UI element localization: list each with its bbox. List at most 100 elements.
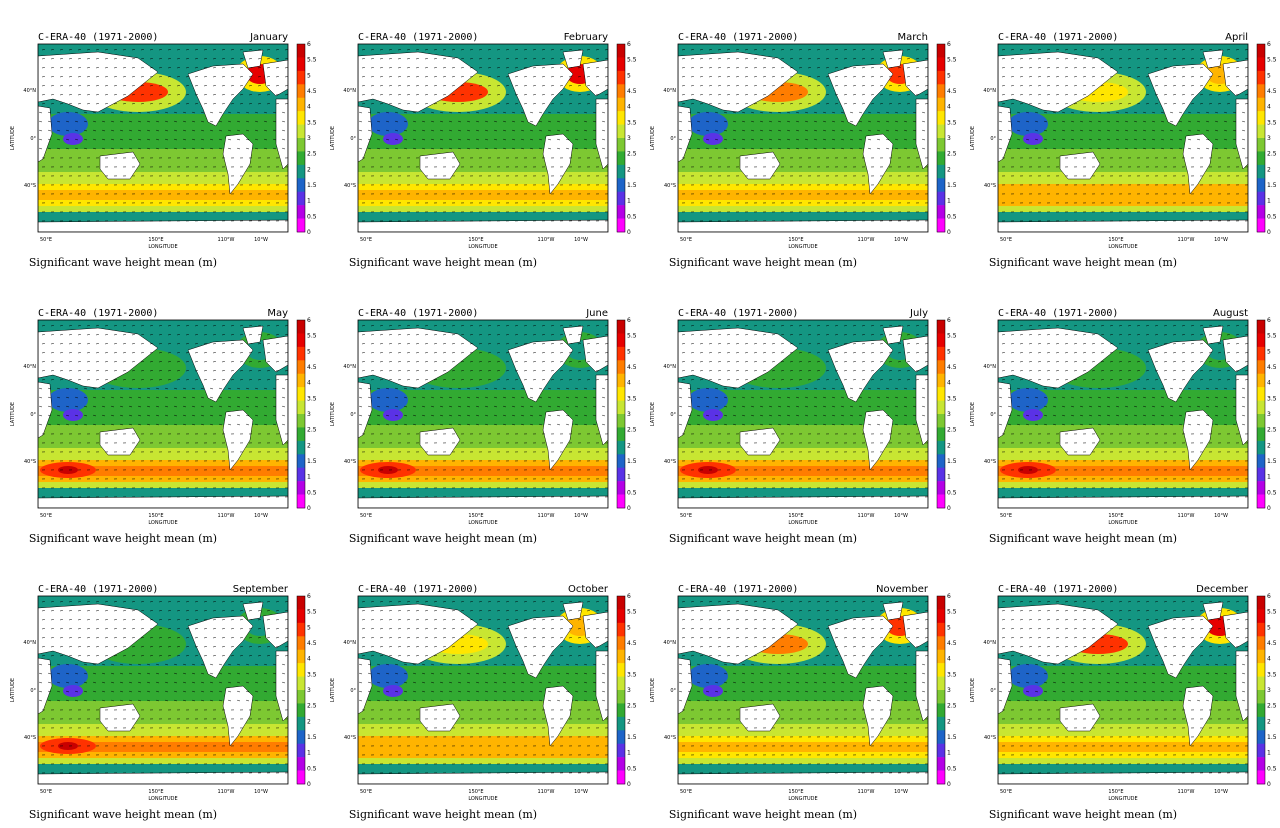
panel-caption: Significant wave height mean (m)	[29, 808, 217, 821]
lat-tick-label: 40°N	[23, 364, 36, 370]
colorbar-swatch	[1257, 703, 1265, 718]
colorbar-swatch	[617, 400, 625, 415]
dataset-label: C-ERA-40 (1971-2000)	[998, 584, 1118, 595]
colorbar-label: 2.5	[1267, 151, 1277, 158]
colorbar-swatch	[1257, 440, 1265, 455]
colorbar-label: 1.5	[947, 458, 957, 465]
lon-tick-label: 110°W	[218, 237, 235, 243]
colorbar-swatch	[937, 44, 945, 58]
colorbar-swatch	[617, 414, 625, 428]
colorbar-label: 2	[307, 442, 311, 449]
colorbar-label: 3.5	[1267, 395, 1277, 402]
lon-tick-label: 110°W	[858, 513, 875, 519]
lat-tick-label: 40°N	[663, 88, 676, 94]
colorbar-label: 6	[1267, 593, 1271, 600]
colorbar-label: 0.5	[627, 489, 637, 496]
lon-tick-label: 10°W	[894, 513, 908, 519]
colorbar-label: 0.5	[1267, 213, 1277, 220]
colorbar-swatch	[617, 622, 625, 637]
colorbar-swatch	[297, 649, 305, 664]
lat-tick-label: 40°S	[984, 735, 996, 741]
lon-tick-label: 50°E	[360, 513, 372, 519]
lon-tick-label: 50°E	[40, 789, 52, 795]
colorbar-swatch	[937, 333, 945, 348]
colorbar-label: 0	[307, 781, 311, 788]
colorbar-swatch	[617, 663, 625, 677]
colorbar: 6 5.5 5 4.5 4 3.5 3 2.5 2 1.5 1 0.5 0	[936, 41, 957, 236]
colorbar-label: 5.5	[627, 609, 637, 616]
colorbar-swatch	[937, 164, 945, 179]
lat-tick-label: 0°	[350, 412, 356, 418]
colorbar-label: 4.5	[627, 88, 637, 95]
colorbar-swatch	[1257, 191, 1265, 206]
colorbar-swatch	[297, 346, 305, 361]
lon-tick-label: 110°W	[538, 789, 555, 795]
month-label: July	[909, 308, 928, 319]
colorbar-swatch	[297, 636, 305, 651]
map-svg: C-ERA-40 (1971-2000) November40°N0°40°S50…	[650, 584, 957, 821]
colorbar-swatch	[1257, 596, 1265, 610]
lat-tick-label: 40°N	[23, 88, 36, 94]
y-axis-label: LATITUDE	[650, 678, 656, 702]
lon-tick-label: 150°E	[1108, 237, 1123, 243]
colorbar-label: 2.5	[1267, 703, 1277, 710]
panel-caption: Significant wave height mean (m)	[349, 256, 537, 269]
colorbar-swatch	[617, 703, 625, 718]
colorbar-swatch	[297, 387, 305, 401]
colorbar-swatch	[1257, 427, 1265, 442]
lon-tick-label: 150°E	[148, 789, 163, 795]
colorbar-swatch	[297, 44, 305, 58]
lon-tick-label: 150°E	[148, 513, 163, 519]
lat-tick-label: 0°	[30, 412, 36, 418]
lon-tick-label: 10°W	[254, 789, 268, 795]
colorbar-swatch	[1257, 663, 1265, 677]
colorbar-label: 4.5	[1267, 364, 1277, 371]
colorbar-label: 3	[1267, 411, 1271, 418]
colorbar-swatch	[937, 97, 945, 112]
colorbar-label: 4.5	[947, 88, 957, 95]
colorbar-label: 5.5	[307, 57, 317, 64]
colorbar-label: 5	[307, 72, 311, 79]
panel-caption: Significant wave height mean (m)	[989, 532, 1177, 545]
lon-tick-label: 150°E	[1108, 789, 1123, 795]
colorbar: 6 5.5 5 4.5 4 3.5 3 2.5 2 1.5 1 0.5 0	[936, 317, 957, 512]
lon-tick-label: 150°E	[468, 513, 483, 519]
lon-tick-label: 10°W	[1214, 237, 1228, 243]
colorbar-swatch	[617, 333, 625, 348]
colorbar-label: 6	[1267, 317, 1271, 324]
colorbar-label: 4	[1267, 104, 1271, 111]
colorbar-swatch	[617, 178, 625, 193]
colorbar-label: 1	[627, 750, 631, 757]
panel-caption: Significant wave height mean (m)	[349, 532, 537, 545]
colorbar-label: 1	[1267, 750, 1271, 757]
colorbar-label: 3.5	[947, 119, 957, 126]
colorbar-label: 3	[947, 411, 951, 418]
lat-tick-label: 40°N	[663, 640, 676, 646]
colorbar-swatch	[1257, 151, 1265, 166]
colorbar-label: 4	[307, 656, 311, 663]
colorbar-swatch	[937, 218, 945, 233]
panel-caption: Significant wave height mean (m)	[669, 256, 857, 269]
map-panel-november: C-ERA-40 (1971-2000) November 40°N 0° 40°S 50…	[640, 552, 960, 828]
colorbar-label: 4	[947, 104, 951, 111]
x-axis-label: LONGITUDE	[788, 796, 817, 802]
wave-height-field	[998, 596, 1248, 784]
lon-tick-label: 10°W	[1214, 789, 1228, 795]
month-label: January	[249, 32, 288, 43]
colorbar-swatch	[617, 320, 625, 334]
colorbar-swatch	[297, 124, 305, 139]
colorbar-label: 1	[627, 198, 631, 205]
colorbar-swatch	[937, 400, 945, 415]
colorbar: 6 5.5 5 4.5 4 3.5 3 2.5 2 1.5 1 0.5 0	[296, 593, 317, 788]
lat-tick-label: 0°	[670, 412, 676, 418]
colorbar-swatch	[617, 427, 625, 442]
colorbar-label: 0	[627, 229, 631, 236]
colorbar-label: 0	[307, 229, 311, 236]
colorbar-swatch	[937, 111, 945, 125]
colorbar-label: 3.5	[307, 671, 317, 678]
colorbar-swatch	[297, 373, 305, 388]
x-axis-label: LONGITUDE	[468, 520, 497, 526]
map-svg: C-ERA-40 (1971-2000) February40°N0°40°S50…	[330, 32, 637, 269]
lon-tick-label: 110°W	[538, 513, 555, 519]
